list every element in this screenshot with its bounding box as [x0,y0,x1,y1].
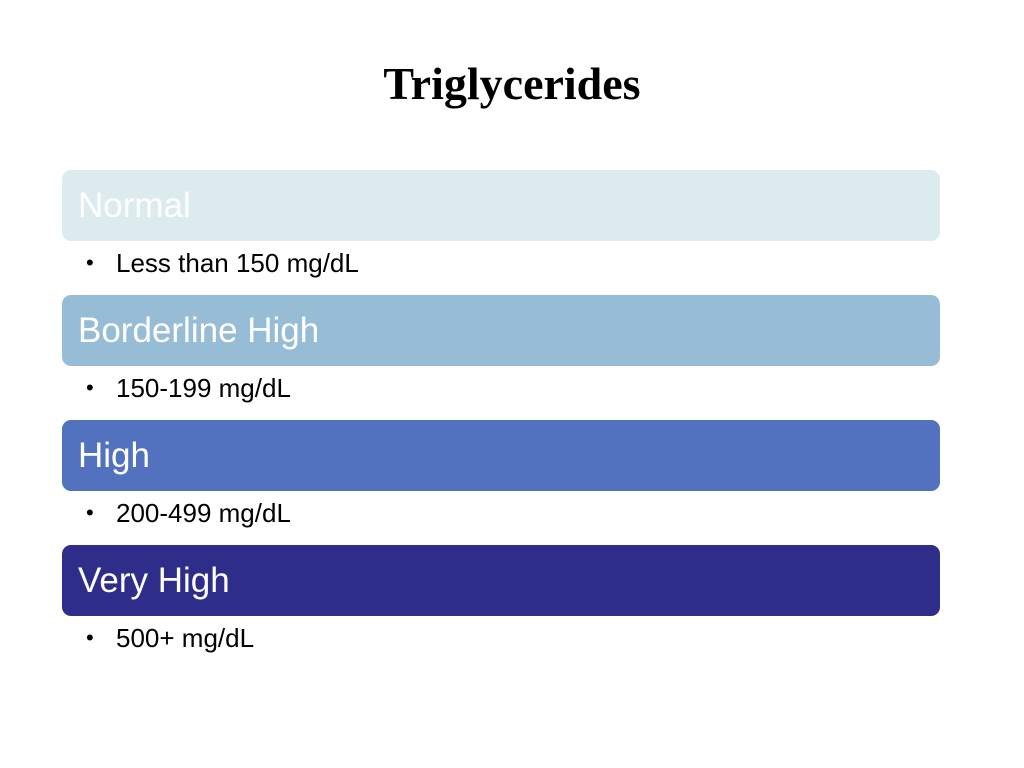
category-list: Normal • Less than 150 mg/dL Borderline … [62,170,940,653]
category-high: High • 200-499 mg/dL [62,420,940,528]
bullet-dot-icon: • [86,250,94,275]
bullet-text: Less than 150 mg/dL [116,248,359,278]
category-header-borderline-high: Borderline High [62,295,940,366]
category-normal: Normal • Less than 150 mg/dL [62,170,940,278]
bullet-text: 200-499 mg/dL [116,498,291,528]
category-header-normal: Normal [62,170,940,241]
bullet-item-very-high: • 500+ mg/dL [86,622,254,654]
bullet-item-normal: • Less than 150 mg/dL [86,247,359,279]
bullet-text: 500+ mg/dL [116,623,255,653]
bullet-dot-icon: • [86,625,94,650]
bullet-dot-icon: • [86,500,94,525]
bullet-dot-icon: • [86,375,94,400]
category-very-high: Very High • 500+ mg/dL [62,545,940,653]
category-borderline-high: Borderline High • 150-199 mg/dL [62,295,940,403]
category-header-very-high: Very High [62,545,940,616]
bullet-item-high: • 200-499 mg/dL [86,497,291,529]
slide-title: Triglycerides [383,58,641,109]
bullet-text: 150-199 mg/dL [116,373,291,403]
category-header-high: High [62,420,940,491]
bullet-item-borderline-high: • 150-199 mg/dL [86,372,291,404]
